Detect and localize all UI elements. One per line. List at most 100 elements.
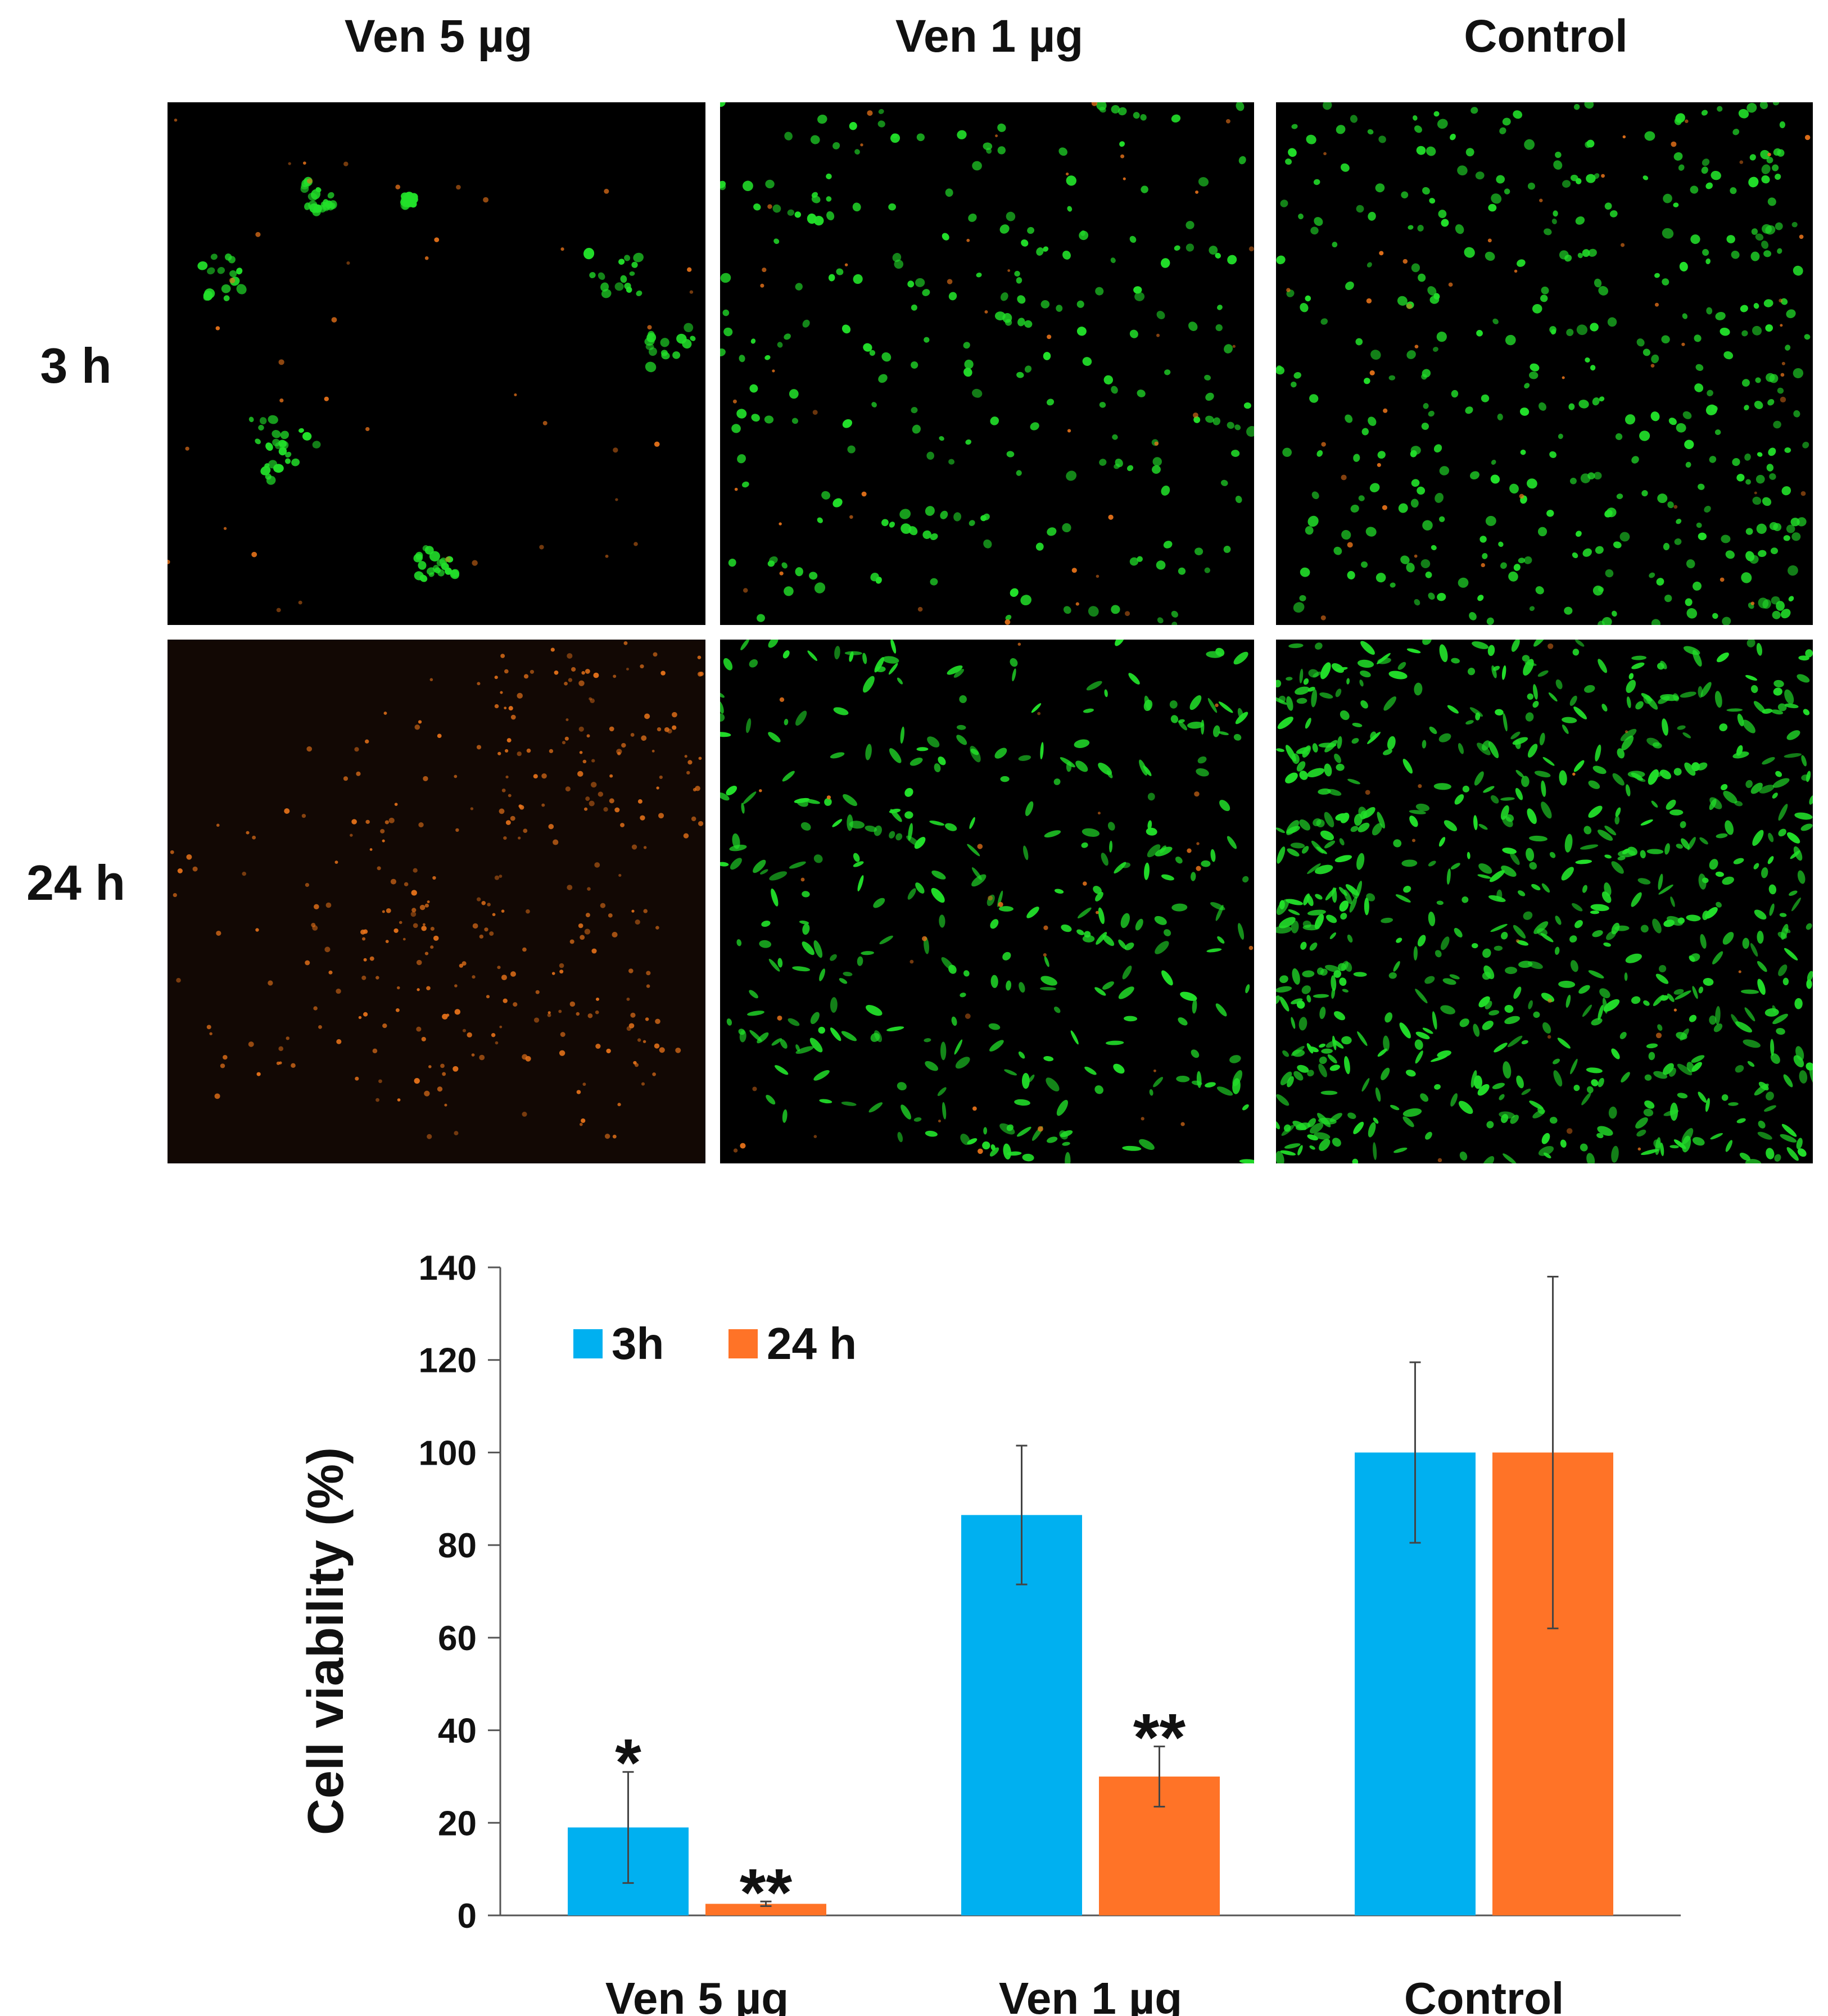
live-cell xyxy=(916,747,929,751)
dead-cell xyxy=(1621,243,1625,247)
live-cell xyxy=(1775,222,1783,230)
live-cell xyxy=(1309,394,1319,403)
live-cell xyxy=(767,560,775,567)
live-cell xyxy=(948,964,957,974)
live-cell xyxy=(1574,920,1583,928)
live-cell xyxy=(1614,816,1620,825)
live-cell xyxy=(1286,899,1304,905)
live-cell xyxy=(849,122,857,130)
live-cell xyxy=(1641,693,1653,701)
live-cell xyxy=(224,253,232,261)
live-cell xyxy=(998,906,1013,912)
dead-cell xyxy=(206,1025,211,1030)
live-cell xyxy=(1495,709,1504,716)
live-cell xyxy=(1417,225,1424,232)
legend-label-24h: 24 h xyxy=(767,1319,857,1369)
dead-cell xyxy=(1248,945,1254,950)
live-cell xyxy=(1673,768,1682,776)
live-cell xyxy=(1332,242,1338,248)
column-header-ven-5: Ven 5 µg xyxy=(344,11,533,62)
live-cell xyxy=(1764,1105,1776,1112)
dead-cell xyxy=(626,998,630,1001)
live-cell xyxy=(1077,907,1092,919)
dead-cell xyxy=(378,1079,382,1084)
dead-cell xyxy=(1347,542,1353,548)
dead-cell xyxy=(505,820,511,825)
dead-cell xyxy=(209,1032,212,1035)
live-cell xyxy=(1400,555,1410,564)
live-cell xyxy=(1658,884,1673,895)
live-cell xyxy=(1636,1129,1646,1137)
live-cell xyxy=(1436,331,1447,342)
live-cell xyxy=(1715,1006,1721,1025)
live-cell xyxy=(1753,863,1759,869)
live-cell xyxy=(964,359,974,369)
live-cell xyxy=(1176,1075,1190,1082)
live-cell xyxy=(1205,415,1214,423)
live-cell xyxy=(1698,873,1707,890)
live-cell xyxy=(1370,731,1377,740)
dead-cell xyxy=(1286,288,1291,292)
dead-cell xyxy=(1091,102,1098,106)
live-cell xyxy=(1218,701,1233,713)
dead-cell xyxy=(518,836,521,840)
live-cell xyxy=(1503,1153,1517,1163)
live-cell xyxy=(1002,952,1011,961)
live-cell xyxy=(1790,850,1800,859)
dead-cell xyxy=(684,755,687,758)
live-cell xyxy=(1608,1106,1617,1119)
live-cell xyxy=(1000,292,1008,301)
live-cell xyxy=(236,284,247,295)
live-cell xyxy=(1441,219,1449,227)
live-cell xyxy=(1470,471,1479,480)
dead-cell xyxy=(1383,408,1388,413)
live-cell xyxy=(842,419,852,428)
live-cell xyxy=(1388,671,1408,679)
live-cell xyxy=(1246,425,1254,437)
live-cell xyxy=(1115,640,1125,646)
live-cell xyxy=(1242,876,1249,883)
live-cell xyxy=(1428,410,1435,417)
live-cell xyxy=(857,956,863,966)
live-cell xyxy=(1701,166,1708,174)
live-cell xyxy=(1360,641,1375,655)
live-cell xyxy=(1414,599,1420,606)
dead-cell xyxy=(1037,712,1041,715)
live-cell xyxy=(1367,262,1372,268)
live-cell xyxy=(1423,403,1429,409)
live-cell xyxy=(203,294,210,301)
live-cell xyxy=(931,870,946,880)
live-cell xyxy=(971,874,987,887)
live-cell xyxy=(1384,1012,1393,1023)
dead-cell xyxy=(504,706,507,710)
dead-cell xyxy=(1566,1128,1573,1134)
live-cell xyxy=(1192,999,1197,1014)
dead-cell xyxy=(584,928,591,935)
dead-cell xyxy=(1365,790,1370,795)
dead-cell xyxy=(421,1036,426,1041)
live-cell xyxy=(1231,450,1240,457)
live-cell xyxy=(631,261,638,268)
live-cell xyxy=(1361,561,1368,568)
live-cell xyxy=(1024,320,1033,328)
dead-cell xyxy=(612,1134,617,1139)
live-cell xyxy=(1320,318,1328,325)
live-cell xyxy=(1627,771,1645,778)
live-cell xyxy=(1590,904,1609,912)
dead-cell xyxy=(631,909,635,913)
live-cell xyxy=(1111,605,1120,614)
dead-cell xyxy=(631,844,637,850)
live-cell xyxy=(1772,164,1779,171)
dead-cell xyxy=(565,718,569,722)
live-cell xyxy=(1631,655,1647,660)
live-cell xyxy=(1752,325,1762,336)
dead-cell xyxy=(399,921,402,925)
live-cell xyxy=(1309,942,1318,951)
live-cell xyxy=(1313,179,1320,185)
live-cell xyxy=(780,1039,788,1049)
dead-cell xyxy=(377,866,381,871)
dead-cell xyxy=(651,750,655,753)
dead-cell xyxy=(242,872,247,876)
live-cell xyxy=(1677,1093,1688,1099)
live-cell xyxy=(782,650,790,659)
